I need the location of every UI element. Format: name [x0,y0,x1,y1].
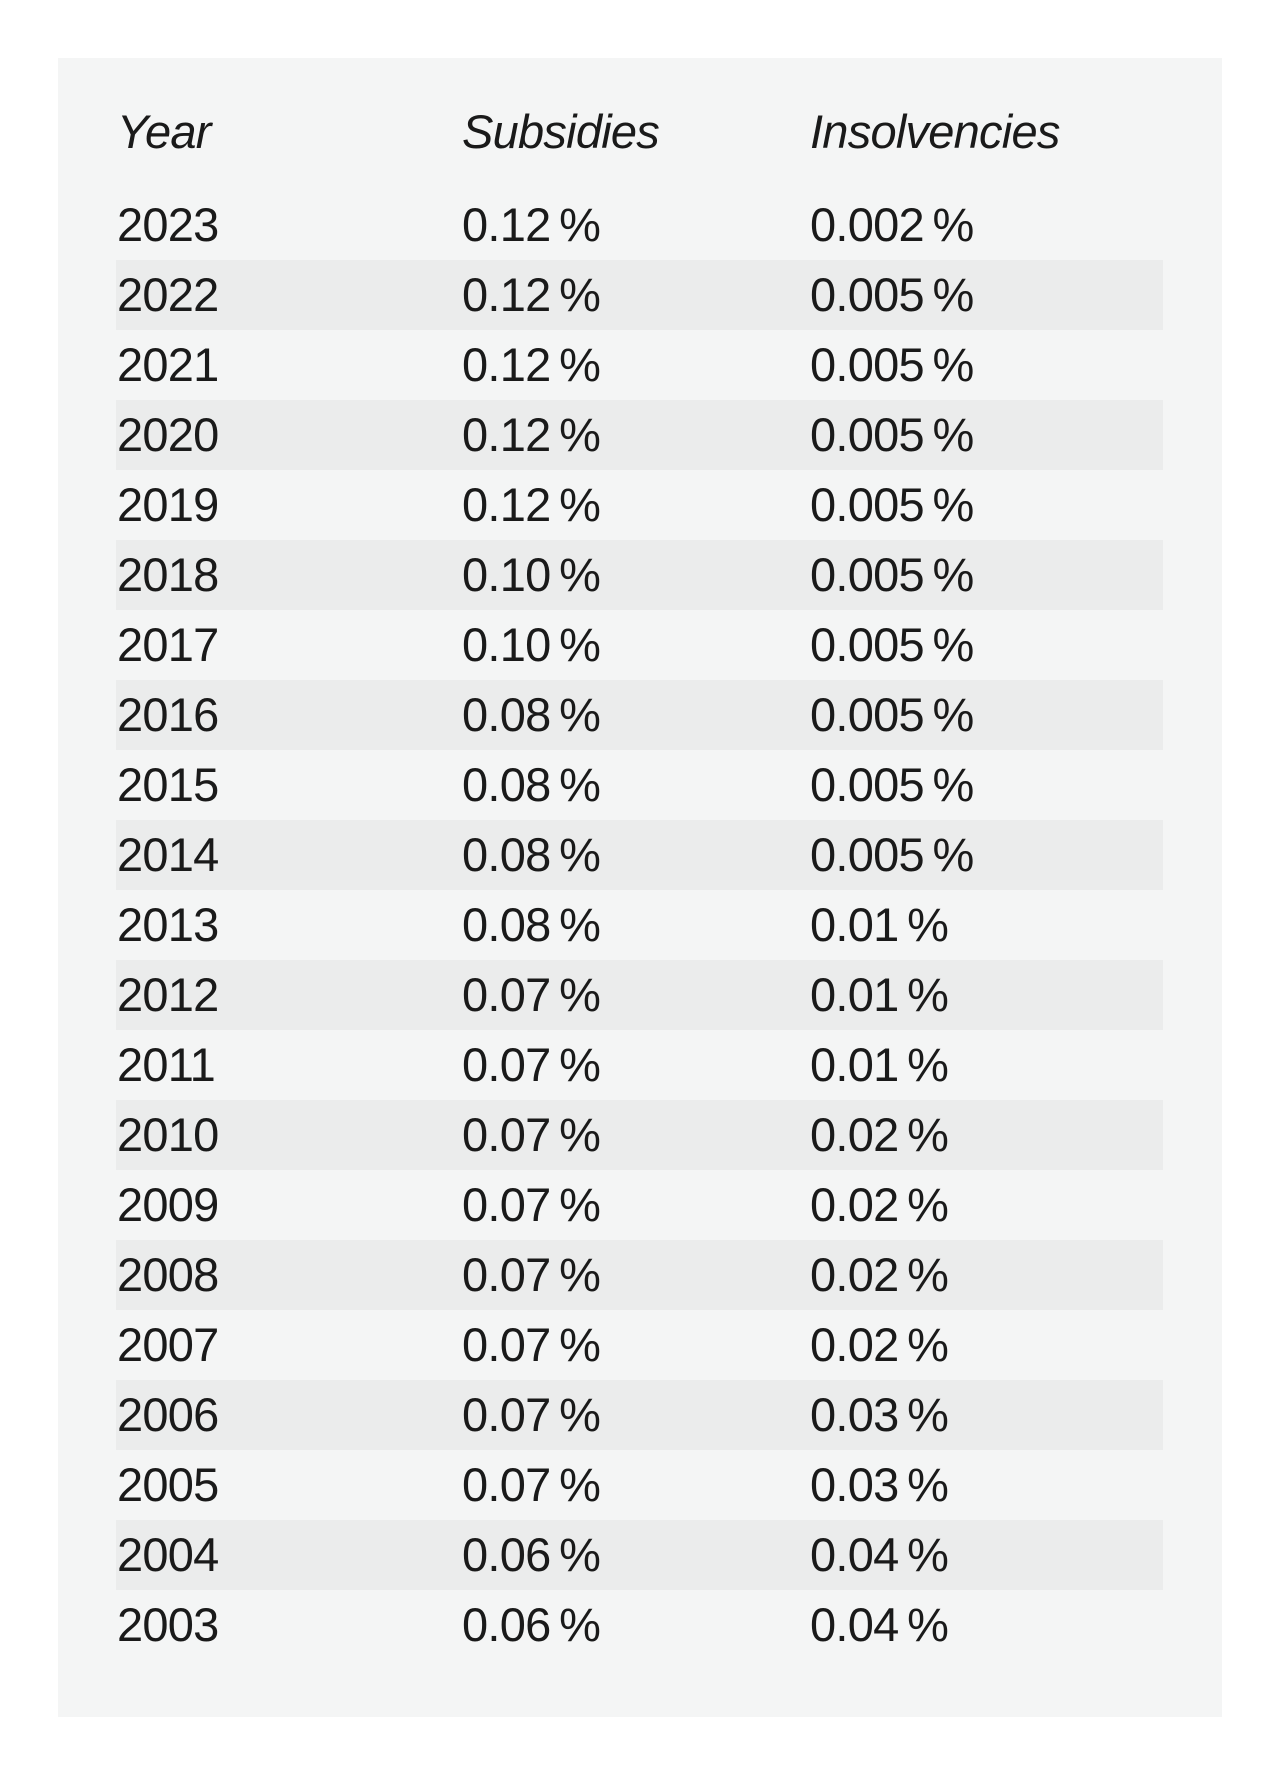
cell-subsidies: 0.12 % [462,408,601,461]
table-body: 2023 0.12 % 0.002 % 2022 0.12 % 0.005 % … [116,190,1163,1660]
cell-insolvencies: 0.005 % [810,408,974,461]
cell-subsidies: 0.12 % [462,268,601,321]
cell-subsidies: 0.07 % [462,1248,601,1301]
column-header-subsidies: Subsidies [462,105,660,158]
cell-insolvencies: 0.005 % [810,688,974,741]
cell-insolvencies: 0.04 % [810,1528,949,1581]
table-row: 2008 0.07 % 0.02 % [116,1240,1163,1310]
column-header-year: Year [117,105,211,158]
cell-year: 2006 [117,1388,219,1441]
cell-insolvencies: 0.01 % [810,1038,949,1091]
cell-insolvencies: 0.005 % [810,618,974,671]
cell-insolvencies: 0.005 % [810,268,974,321]
cell-insolvencies: 0.03 % [810,1388,949,1441]
table-row: 2003 0.06 % 0.04 % [116,1590,1163,1660]
table-card: Year Subsidies Insolvencies 2023 0.12 % … [58,58,1222,1717]
table-header: Year Subsidies Insolvencies [116,58,1163,190]
table-row: 2013 0.08 % 0.01 % [116,890,1163,960]
cell-insolvencies: 0.005 % [810,548,974,601]
cell-year: 2020 [117,408,219,461]
cell-year: 2008 [117,1248,219,1301]
cell-insolvencies: 0.02 % [810,1178,949,1231]
table-row: 2005 0.07 % 0.03 % [116,1450,1163,1520]
cell-year: 2003 [117,1598,219,1651]
cell-subsidies: 0.07 % [462,1458,601,1511]
table-row: 2021 0.12 % 0.005 % [116,330,1163,400]
cell-year: 2009 [117,1178,219,1231]
cell-year: 2004 [117,1528,219,1581]
table-row: 2017 0.10 % 0.005 % [116,610,1163,680]
cell-subsidies: 0.06 % [462,1528,601,1581]
cell-subsidies: 0.06 % [462,1598,601,1651]
cell-subsidies: 0.07 % [462,1178,601,1231]
cell-insolvencies: 0.002 % [810,198,974,251]
cell-year: 2015 [117,758,219,811]
cell-year: 2022 [117,268,219,321]
cell-insolvencies: 0.02 % [810,1318,949,1371]
cell-subsidies: 0.12 % [462,478,601,531]
cell-year: 2019 [117,478,219,531]
cell-insolvencies: 0.005 % [810,338,974,391]
table-row: 2004 0.06 % 0.04 % [116,1520,1163,1590]
cell-subsidies: 0.12 % [462,198,601,251]
cell-insolvencies: 0.01 % [810,898,949,951]
table-row: 2019 0.12 % 0.005 % [116,470,1163,540]
cell-subsidies: 0.07 % [462,1388,601,1441]
cell-insolvencies: 0.02 % [810,1108,949,1161]
cell-insolvencies: 0.005 % [810,828,974,881]
table-row: 2016 0.08 % 0.005 % [116,680,1163,750]
cell-year: 2012 [117,968,219,1021]
cell-year: 2021 [117,338,219,391]
cell-subsidies: 0.08 % [462,688,601,741]
cell-insolvencies: 0.005 % [810,478,974,531]
cell-year: 2018 [117,548,219,601]
cell-insolvencies: 0.04 % [810,1598,949,1651]
cell-year: 2005 [117,1458,219,1511]
table-row: 2020 0.12 % 0.005 % [116,400,1163,470]
table-row: 2006 0.07 % 0.03 % [116,1380,1163,1450]
cell-year: 2023 [117,198,219,251]
cell-insolvencies: 0.03 % [810,1458,949,1511]
table-row: 2018 0.10 % 0.005 % [116,540,1163,610]
cell-year: 2007 [117,1318,219,1371]
cell-year: 2014 [117,828,219,881]
table-row: 2011 0.07 % 0.01 % [116,1030,1163,1100]
table-row: 2007 0.07 % 0.02 % [116,1310,1163,1380]
cell-year: 2013 [117,898,219,951]
table-row: 2023 0.12 % 0.002 % [116,190,1163,260]
table-row: 2014 0.08 % 0.005 % [116,820,1163,890]
cell-subsidies: 0.10 % [462,548,601,601]
cell-year: 2010 [117,1108,219,1161]
cell-subsidies: 0.12 % [462,338,601,391]
cell-year: 2016 [117,688,219,741]
cell-subsidies: 0.07 % [462,968,601,1021]
cell-subsidies: 0.07 % [462,1108,601,1161]
cell-insolvencies: 0.02 % [810,1248,949,1301]
column-header-insolvencies: Insolvencies [810,105,1060,158]
cell-insolvencies: 0.01 % [810,968,949,1021]
cell-subsidies: 0.07 % [462,1038,601,1091]
cell-subsidies: 0.10 % [462,618,601,671]
table-row: 2010 0.07 % 0.02 % [116,1100,1163,1170]
cell-year: 2011 [117,1038,216,1091]
cell-subsidies: 0.07 % [462,1318,601,1371]
table-row: 2022 0.12 % 0.005 % [116,260,1163,330]
table-row: 2012 0.07 % 0.01 % [116,960,1163,1030]
table-row: 2009 0.07 % 0.02 % [116,1170,1163,1240]
table-row: 2015 0.08 % 0.005 % [116,750,1163,820]
cell-insolvencies: 0.005 % [810,758,974,811]
cell-subsidies: 0.08 % [462,758,601,811]
cell-subsidies: 0.08 % [462,898,601,951]
cell-subsidies: 0.08 % [462,828,601,881]
cell-year: 2017 [117,618,219,671]
